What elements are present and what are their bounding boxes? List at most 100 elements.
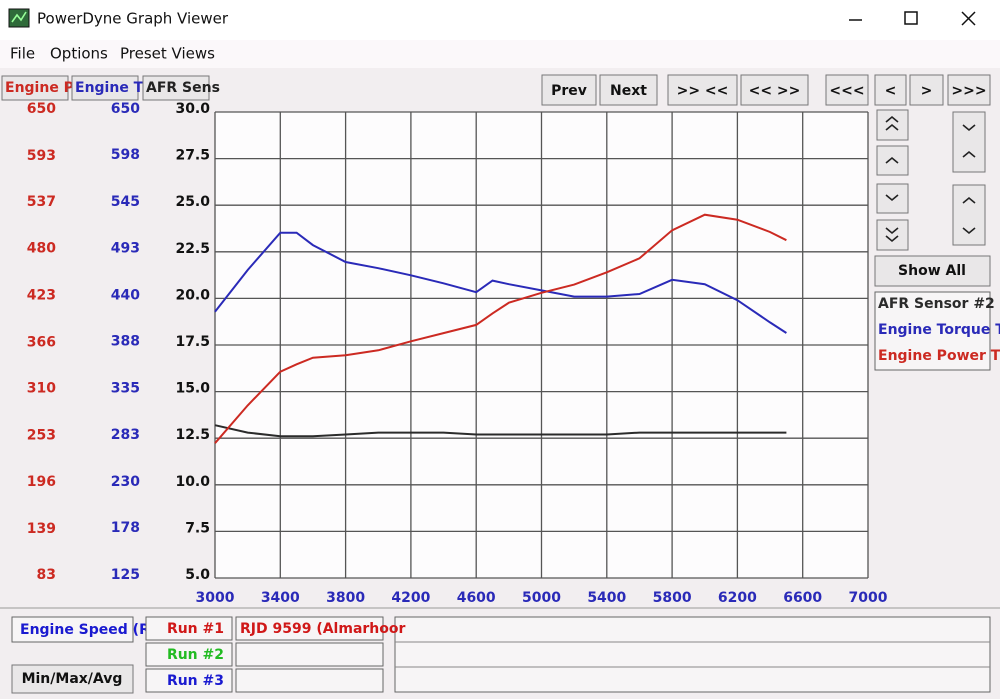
legend-box (874, 291, 991, 371)
axis-tab[interactable] (71, 75, 139, 101)
axis-tab-label[interactable]: Engine T (75, 80, 144, 96)
power-tick-label: 196 (27, 474, 56, 490)
scroll-buttons (876, 109, 986, 251)
x-tick-label: 6600 (783, 590, 822, 606)
app-icon-graph (11, 11, 27, 23)
torque-tick-label: 440 (111, 287, 140, 303)
run-box[interactable] (145, 642, 233, 667)
nav-button-label[interactable]: Prev (551, 83, 587, 99)
nav-button[interactable] (599, 74, 658, 106)
legend-entry[interactable]: AFR Sensor #2 ( (878, 296, 1000, 312)
run-label[interactable]: Run #2 (167, 647, 224, 663)
x-tick-label: 5000 (522, 590, 561, 606)
axis-tab-label[interactable]: Engine P (5, 80, 74, 96)
torque-tick-label: 650 (111, 101, 140, 117)
x-channel-box[interactable] (11, 616, 134, 643)
afr-tick-label: 25.0 (175, 194, 210, 210)
x-tick-label: 3800 (326, 590, 365, 606)
stats-button-label[interactable]: Min/Max/Avg (22, 671, 123, 687)
zoom-out-button[interactable] (952, 184, 986, 246)
title-bar (0, 0, 1000, 40)
run-label[interactable]: Run #1 (167, 621, 224, 637)
torque-tick-label: 493 (111, 240, 140, 256)
nav-button[interactable] (667, 74, 738, 106)
show-all-label[interactable]: Show All (898, 263, 966, 279)
run-name: RJD 9599 (Almarhoor (240, 621, 405, 637)
axis-tab[interactable] (142, 75, 210, 101)
stats-button[interactable] (11, 664, 134, 694)
afr-tick-label: 12.5 (175, 427, 210, 443)
run-box[interactable] (145, 668, 233, 693)
close-button[interactable] (961, 11, 976, 26)
nav-button-label[interactable]: < (885, 83, 897, 99)
nav-button-label[interactable]: Next (610, 83, 647, 99)
afr-tick-label: 27.5 (175, 148, 210, 164)
torque-tick-label: 125 (111, 567, 140, 583)
nav-button[interactable] (947, 74, 991, 106)
nav-button-label[interactable]: << >> (749, 83, 801, 99)
icon (885, 156, 899, 164)
icon (962, 124, 976, 158)
legend-entry[interactable]: Engine Torque T (878, 322, 1000, 338)
menu-item[interactable]: File (10, 45, 35, 63)
x-tick-label: 4600 (457, 590, 496, 606)
nav-button[interactable] (909, 74, 944, 106)
power-tick-label: 537 (27, 194, 56, 210)
afr-tick-label: 17.5 (175, 334, 210, 350)
axis-tab-label[interactable]: AFR Sens (146, 80, 220, 96)
afr-tick-label: 10.0 (175, 474, 210, 490)
axis-tab[interactable] (1, 75, 69, 101)
power-tick-label: 253 (27, 427, 56, 443)
series-line (214, 424, 787, 438)
power-tick-label: 83 (37, 567, 56, 583)
run-name-box (235, 642, 384, 667)
nav-button[interactable] (541, 74, 597, 106)
torque-tick-label: 283 (111, 427, 140, 443)
power-tick-label: 423 (27, 288, 56, 304)
nav-button-label[interactable]: > (921, 83, 933, 99)
menu-item[interactable]: Preset Views (120, 45, 215, 63)
torque-tick-label: 598 (111, 147, 140, 163)
legend-entry[interactable]: Engine Power T (878, 348, 1000, 364)
afr-tick-label: 20.0 (175, 287, 210, 303)
torque-tick-label: 335 (111, 381, 140, 397)
scroll-up-button[interactable] (876, 145, 909, 176)
x-tick-label: 6200 (718, 590, 757, 606)
power-tick-label: 139 (27, 521, 56, 537)
show-all-button[interactable] (874, 255, 991, 287)
icon (962, 196, 976, 235)
power-tick-label: 310 (27, 380, 56, 396)
power-tick-label: 480 (27, 241, 56, 257)
scroll-bottom-button[interactable] (876, 219, 909, 251)
run-label[interactable]: Run #3 (167, 673, 224, 689)
nav-button[interactable] (740, 74, 809, 106)
afr-tick-label: 5.0 (185, 567, 210, 583)
icon (885, 194, 899, 202)
x-tick-label: 3000 (196, 590, 235, 606)
icon (885, 115, 899, 131)
nav-button[interactable] (825, 74, 869, 106)
menu-item[interactable]: Options (50, 45, 108, 63)
run-name-box (235, 616, 384, 641)
nav-button-label[interactable]: >> << (677, 83, 729, 99)
zoom-in-button[interactable] (952, 111, 986, 173)
maximize-button[interactable] (904, 11, 918, 25)
torque-tick-label: 178 (111, 520, 140, 536)
icon (885, 227, 899, 243)
x-channel-label: Engine Speed (Rl (20, 622, 155, 638)
nav-button-label[interactable]: >>> (951, 83, 986, 99)
series-line (214, 231, 787, 334)
run-box[interactable] (145, 616, 233, 641)
torque-tick-label: 545 (111, 194, 140, 210)
torque-tick-label: 230 (111, 474, 140, 490)
menu-bar (0, 40, 1000, 68)
scroll-down-button[interactable] (876, 183, 909, 214)
nav-button-label[interactable]: <<< (829, 83, 864, 99)
nav-button[interactable] (874, 74, 907, 106)
window-title: PowerDyne Graph Viewer (37, 10, 229, 28)
x-tick-label: 5800 (653, 590, 692, 606)
x-tick-label: 3400 (261, 590, 300, 606)
run-info-box (394, 616, 991, 693)
x-tick-label: 4200 (391, 590, 430, 606)
